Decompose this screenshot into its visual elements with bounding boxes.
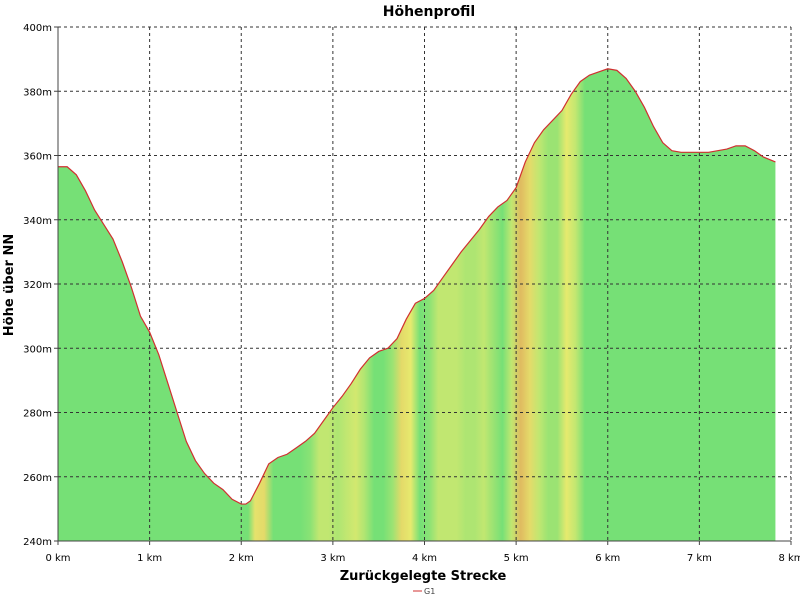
y-tick-label: 400m <box>23 23 52 34</box>
y-tick-label: 380m <box>23 87 52 98</box>
x-tick-label: 2 km <box>229 553 254 564</box>
plot-area <box>58 68 776 541</box>
x-tick-label: 3 km <box>320 553 345 564</box>
series-line-g1 <box>58 68 776 505</box>
elevation-area <box>58 68 776 541</box>
axes: 0 km 1 km 2 km 3 km 4 km 5 km 6 km 7 km 8 km 240m… <box>23 23 800 564</box>
y-tick-label: 340m <box>23 216 52 227</box>
chart-title: Höhenprofil <box>383 4 475 20</box>
y-axis-title: Höhe über NN <box>2 234 17 336</box>
x-axis-title: Zurückgelegte Strecke <box>340 569 507 584</box>
series-layer <box>58 68 776 505</box>
y-tick-label: 320m <box>23 280 52 291</box>
x-tick-label: 7 km <box>687 553 712 564</box>
legend-label-g1: G1 <box>424 587 435 596</box>
y-tick-label: 360m <box>23 152 52 163</box>
y-tick-label: 260m <box>23 473 52 484</box>
x-tick-label: 4 km <box>412 553 437 564</box>
x-tick-label: 6 km <box>595 553 620 564</box>
y-tick-label: 240m <box>23 537 52 548</box>
y-tick-label: 280m <box>23 409 52 420</box>
x-tick-label: 0 km <box>45 553 70 564</box>
y-tick-label: 300m <box>23 344 52 355</box>
legend: G1 <box>413 587 435 596</box>
x-tick-label: 5 km <box>504 553 529 564</box>
x-tick-label: 1 km <box>137 553 162 564</box>
x-tick-label: 8 km <box>778 553 800 564</box>
